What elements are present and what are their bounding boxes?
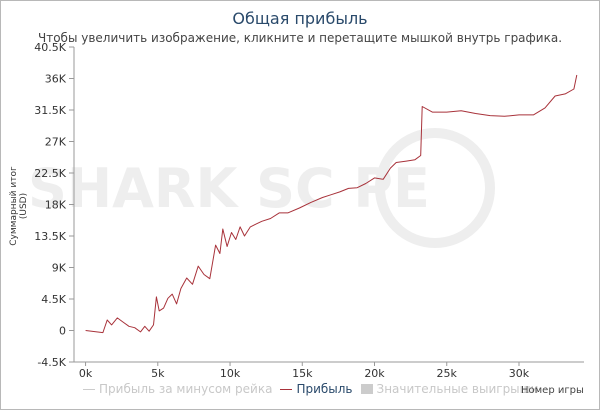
x-tick-label: 25k: [437, 367, 458, 380]
series-layer: [85, 74, 578, 334]
legend-label: Значительные выигрыши: [376, 382, 539, 396]
y-tick-label: 27K: [45, 136, 67, 149]
x-tick-label: 30k: [509, 367, 530, 380]
y-axis-ticks: -4.5K 0 4.5K 9K 13.5K 18K 22.5K 27K 31.5K 36K 40.5…: [34, 41, 74, 369]
y-tick-label: 36K: [45, 73, 67, 86]
x-axis-ticks: 0k 5k 10k 15k 20k 25k 30k: [79, 362, 530, 380]
chart-subtitle: Чтобы увеличить изображение, кликните и …: [37, 31, 563, 45]
watermark-text: SHARK SC PE: [28, 157, 430, 220]
y-tick-label: 18K: [45, 199, 67, 212]
legend: Прибыль за минусом рейка Прибыль Значите…: [83, 381, 546, 397]
watermark-logo: SHARK SC PE: [28, 128, 495, 248]
legend-label: Прибыль за минусом рейка: [99, 382, 273, 396]
y-tick-label: 0: [59, 325, 66, 338]
legend-item-profit[interactable]: Прибыль: [280, 382, 353, 396]
x-tick-label: 5k: [151, 367, 165, 380]
x-axis-label: Номер игры: [521, 385, 584, 396]
y-axis-label: Суммарный итог (USD): [9, 166, 29, 246]
y-tick-label: 13.5K: [34, 230, 66, 243]
legend-item-rake[interactable]: Прибыль за минусом рейка: [83, 382, 272, 396]
watermark-scope-circle: [375, 128, 495, 248]
x-tick-label: 0k: [79, 367, 93, 380]
legend-swatch: [280, 388, 293, 390]
y-tick-label: 9K: [52, 262, 67, 275]
y-tick-label: 40.5K: [34, 41, 66, 54]
series-line-profit: [85, 74, 578, 334]
y-tick-label: 22.5K: [34, 167, 66, 180]
x-tick-label: 10k: [220, 367, 241, 380]
legend-swatch: [83, 388, 95, 390]
y-tick-label: 4.5K: [41, 293, 66, 306]
x-tick-label: 15k: [292, 367, 313, 380]
legend-item-big-wins[interactable]: Значительные выигрыши: [360, 382, 539, 396]
y-tick-label: -4.5K: [37, 356, 66, 369]
y-tick-label: 31.5K: [34, 104, 66, 117]
chart-title: Общая прибыль: [232, 9, 368, 28]
x-tick-label: 20k: [364, 367, 385, 380]
legend-swatch: [360, 384, 373, 394]
legend-label: Прибыль: [296, 382, 353, 396]
